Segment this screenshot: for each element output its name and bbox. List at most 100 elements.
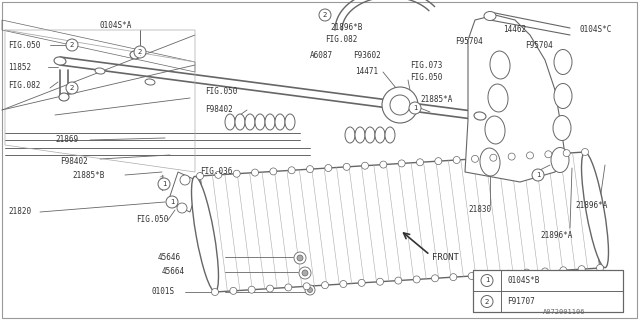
Circle shape: [382, 87, 418, 123]
Ellipse shape: [365, 127, 375, 143]
Text: FRONT: FRONT: [432, 252, 459, 261]
Text: 2: 2: [485, 299, 489, 305]
Text: FIG.050: FIG.050: [8, 41, 40, 50]
Circle shape: [307, 166, 314, 173]
Circle shape: [563, 150, 570, 157]
Text: 0104S*A: 0104S*A: [100, 20, 132, 29]
Ellipse shape: [54, 57, 66, 65]
Ellipse shape: [385, 127, 395, 143]
Circle shape: [409, 102, 421, 114]
Bar: [473, 270, 623, 312]
Ellipse shape: [345, 127, 355, 143]
Ellipse shape: [191, 176, 218, 292]
Circle shape: [596, 265, 604, 271]
Text: 2: 2: [70, 85, 74, 91]
Circle shape: [486, 271, 493, 278]
Text: FIG.082: FIG.082: [8, 81, 40, 90]
Ellipse shape: [145, 79, 155, 85]
Text: 0101S: 0101S: [152, 287, 175, 297]
Ellipse shape: [484, 12, 496, 20]
Circle shape: [541, 268, 548, 275]
Ellipse shape: [551, 148, 569, 172]
Text: FIG.073: FIG.073: [410, 60, 442, 69]
Circle shape: [177, 203, 187, 213]
Circle shape: [505, 270, 512, 277]
Circle shape: [380, 161, 387, 168]
Text: 45646: 45646: [158, 252, 181, 261]
Ellipse shape: [474, 112, 486, 120]
Text: 21885*A: 21885*A: [420, 95, 452, 105]
Circle shape: [158, 178, 170, 190]
Circle shape: [66, 82, 78, 94]
Text: FIG.082: FIG.082: [325, 36, 357, 44]
Circle shape: [376, 278, 383, 285]
Circle shape: [66, 39, 78, 51]
Text: F93602: F93602: [353, 51, 381, 60]
Circle shape: [390, 95, 410, 115]
Circle shape: [417, 159, 424, 166]
Ellipse shape: [255, 114, 265, 130]
Circle shape: [302, 270, 308, 276]
Ellipse shape: [375, 127, 385, 143]
Circle shape: [294, 252, 306, 264]
Text: 45664: 45664: [162, 268, 185, 276]
Text: 1: 1: [484, 277, 489, 284]
Circle shape: [527, 152, 534, 159]
Text: F98402: F98402: [60, 157, 88, 166]
Circle shape: [270, 168, 277, 175]
Circle shape: [343, 163, 350, 170]
Circle shape: [358, 279, 365, 286]
Ellipse shape: [275, 114, 285, 130]
Circle shape: [582, 148, 589, 156]
Ellipse shape: [285, 114, 295, 130]
Text: 14462: 14462: [503, 26, 526, 35]
Circle shape: [211, 289, 218, 295]
Circle shape: [431, 275, 438, 282]
Ellipse shape: [553, 116, 571, 140]
Text: 1: 1: [162, 181, 166, 187]
Circle shape: [266, 285, 273, 292]
Circle shape: [523, 269, 530, 276]
Text: A6087: A6087: [310, 51, 333, 60]
Circle shape: [532, 169, 544, 181]
Ellipse shape: [554, 50, 572, 75]
Circle shape: [395, 277, 402, 284]
Circle shape: [340, 281, 347, 287]
Ellipse shape: [480, 148, 500, 176]
Ellipse shape: [235, 114, 245, 130]
Circle shape: [305, 285, 315, 295]
Ellipse shape: [582, 152, 609, 268]
Text: FIG.050: FIG.050: [410, 74, 442, 83]
Circle shape: [450, 274, 457, 281]
Circle shape: [180, 175, 190, 185]
Text: 2: 2: [70, 42, 74, 48]
Circle shape: [472, 155, 479, 162]
Circle shape: [362, 162, 369, 169]
Ellipse shape: [554, 84, 572, 108]
Text: F95704: F95704: [525, 41, 553, 50]
Text: 21896*B: 21896*B: [330, 23, 362, 33]
Circle shape: [325, 164, 332, 172]
Circle shape: [453, 156, 460, 164]
Text: 21885*B: 21885*B: [72, 171, 104, 180]
Ellipse shape: [485, 116, 505, 144]
Ellipse shape: [265, 114, 275, 130]
Circle shape: [215, 171, 222, 178]
Circle shape: [398, 160, 405, 167]
Ellipse shape: [245, 114, 255, 130]
Bar: [473, 270, 623, 312]
Text: 1: 1: [536, 172, 540, 178]
Text: 2: 2: [323, 12, 327, 18]
Ellipse shape: [395, 106, 405, 112]
Text: 1: 1: [413, 105, 417, 111]
Text: 2: 2: [138, 49, 142, 55]
Circle shape: [285, 284, 292, 291]
Ellipse shape: [225, 114, 235, 130]
Text: 21896*A: 21896*A: [540, 230, 572, 239]
Circle shape: [248, 286, 255, 293]
Circle shape: [303, 283, 310, 290]
Text: F91707: F91707: [507, 297, 535, 306]
Text: 21820: 21820: [8, 207, 31, 217]
Ellipse shape: [490, 51, 510, 79]
Text: FIG.050: FIG.050: [205, 87, 237, 97]
